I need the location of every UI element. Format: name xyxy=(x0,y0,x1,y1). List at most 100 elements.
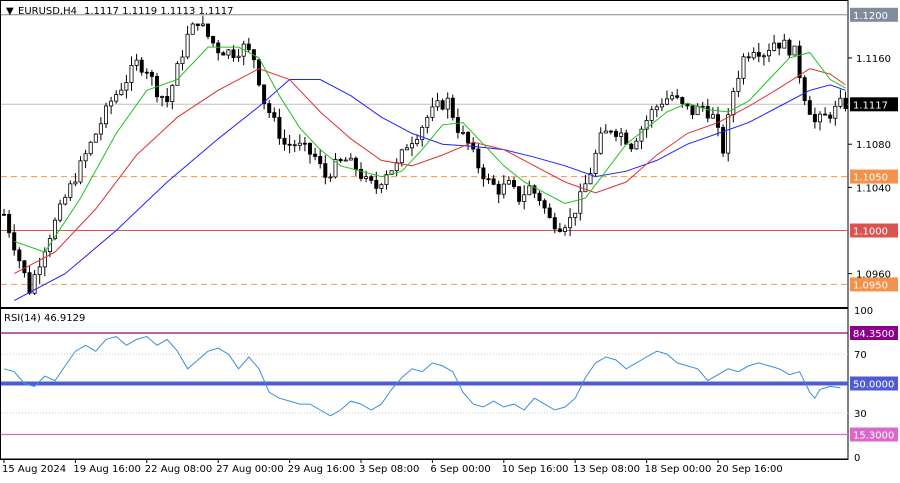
candle xyxy=(812,107,817,129)
candle-body-bear xyxy=(313,153,318,157)
candle-body-bull xyxy=(649,109,654,121)
candle-body-bull xyxy=(42,251,47,268)
candle-body-bull xyxy=(384,174,389,186)
candle xyxy=(175,61,180,86)
candle-body-bull xyxy=(88,141,93,155)
candle-body-bear xyxy=(491,178,496,185)
candle xyxy=(761,53,766,66)
candle-body-bull xyxy=(598,132,603,154)
candle-body-bear xyxy=(629,143,634,150)
candle-body-bull xyxy=(736,77,741,92)
candle-body-bear xyxy=(27,272,32,294)
candle-body-bear xyxy=(338,159,343,162)
candle-body-bull xyxy=(573,212,578,218)
candle xyxy=(338,157,343,163)
candle-body-bear xyxy=(282,137,287,145)
candle-body-bull xyxy=(445,97,450,110)
candle-body-bull xyxy=(399,149,404,164)
candle-body-bull xyxy=(200,23,205,26)
candle xyxy=(690,105,695,120)
candle xyxy=(588,167,593,185)
candle xyxy=(573,212,578,226)
candle-body-bear xyxy=(307,142,312,155)
candle xyxy=(782,33,787,49)
time-tick-label-3: 27 Aug 00:00 xyxy=(216,464,283,475)
candle xyxy=(379,183,384,194)
candle-body-bear xyxy=(139,59,144,73)
candle xyxy=(751,47,756,61)
candle-body-bull xyxy=(644,120,649,130)
candle-body-bull xyxy=(588,173,593,185)
candle xyxy=(104,102,109,129)
candle xyxy=(170,84,175,110)
candle xyxy=(277,108,282,145)
candle-body-bear xyxy=(262,84,267,105)
candle-body-bull xyxy=(333,159,338,178)
candle xyxy=(716,106,721,137)
candle-body-bear xyxy=(746,56,751,59)
candle-body-bear xyxy=(272,112,277,118)
candle xyxy=(598,127,603,155)
candle-body-bull xyxy=(190,23,195,35)
candle xyxy=(440,98,445,111)
candle xyxy=(506,176,511,185)
candle-body-bear xyxy=(777,42,782,49)
price-tick-label-1.0960: 1.0960 xyxy=(856,270,891,281)
candle-body-bull xyxy=(364,176,369,179)
candle xyxy=(200,15,205,28)
candle xyxy=(73,173,78,187)
candle-body-bear xyxy=(149,72,154,77)
candle xyxy=(736,70,741,97)
current-price-tag xyxy=(850,97,898,112)
candle-body-bear xyxy=(496,183,501,195)
candle-body-bear xyxy=(486,178,491,181)
candle xyxy=(287,134,292,154)
rsi-pane: 84.3500 50.0000 15.3000 100 70 30 0 RSI(14) 46.… xyxy=(0,306,898,464)
candle-body-bear xyxy=(700,105,705,108)
candle xyxy=(216,40,221,61)
candle-body-bull xyxy=(160,96,165,98)
candle-body-bull xyxy=(379,184,384,189)
candle xyxy=(343,156,348,162)
candle xyxy=(37,257,42,285)
candle-body-bear xyxy=(823,113,828,116)
price-tick-label-1.1040: 1.1040 xyxy=(856,183,891,194)
candle xyxy=(267,99,272,118)
level-label-1.1200: 1.1200 xyxy=(853,11,888,22)
candle xyxy=(318,148,323,169)
candle-body-bull xyxy=(741,56,746,79)
candle-body-bull xyxy=(73,181,78,185)
candle-body-bull xyxy=(236,55,241,58)
candle-body-bull xyxy=(53,219,58,239)
candle-body-bull xyxy=(761,55,766,58)
candle xyxy=(58,199,63,223)
candle-body-bear xyxy=(537,192,542,202)
candle xyxy=(63,194,68,206)
candle xyxy=(517,186,522,205)
candle xyxy=(445,92,450,119)
time-axis: 15 Aug 2024 19 Aug 16:00 22 Aug 08:00 27 Au… xyxy=(0,458,848,475)
candle-body-bear xyxy=(481,167,486,180)
candle xyxy=(476,143,481,174)
candle-body-bear xyxy=(843,97,848,109)
rsi-level-label-50.0000: 50.0000 xyxy=(853,380,894,391)
level-tag-1.1050 xyxy=(850,169,898,184)
candle-body-bull xyxy=(226,49,231,56)
candle xyxy=(767,43,772,62)
time-tick-label-0: 15 Aug 2024 xyxy=(2,464,66,475)
time-tick-label-8: 13 Sep 08:00 xyxy=(573,464,640,475)
time-tick-label-5: 3 Sep 08:00 xyxy=(359,464,419,475)
candle-body-bear xyxy=(552,217,557,230)
candle-body-bear xyxy=(292,144,297,147)
candle-body-bull xyxy=(104,105,109,125)
rsi-level-label-84.3500: 84.3500 xyxy=(853,329,894,340)
candle xyxy=(578,183,583,221)
candle xyxy=(241,40,246,66)
candle-body-bear xyxy=(517,186,522,202)
candle-body-bear xyxy=(231,49,236,58)
time-tick-label-10: 20 Sep 16:00 xyxy=(716,464,783,475)
candle-body-bear xyxy=(318,156,323,165)
candle xyxy=(828,111,833,124)
candle-body-bear xyxy=(267,103,272,114)
